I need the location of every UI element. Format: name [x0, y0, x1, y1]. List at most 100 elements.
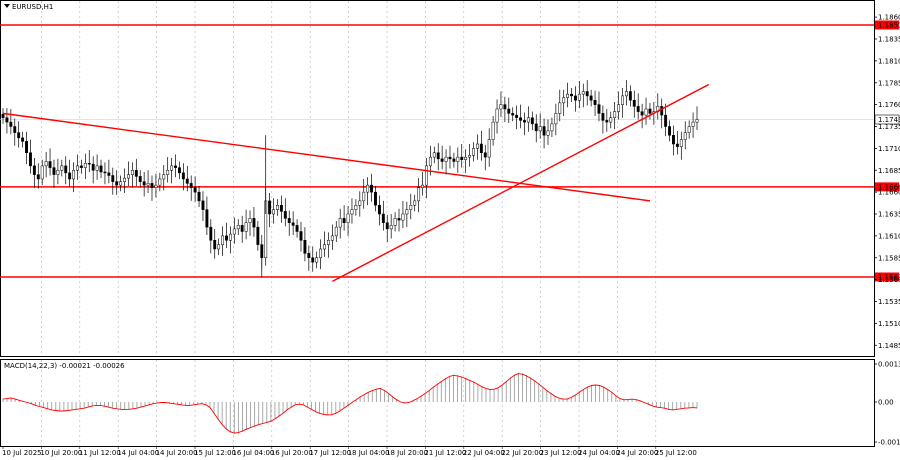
- candle-body: [252, 218, 256, 228]
- y-tick-label: 1.1685: [878, 167, 900, 175]
- candle-body: [448, 156, 452, 160]
- candle-body: [60, 165, 64, 171]
- candle-body: [83, 163, 87, 168]
- y-tick-label: 1.1860: [878, 14, 900, 22]
- trendline-ascending: [332, 83, 710, 282]
- candle-body: [338, 218, 342, 228]
- candle-body: [142, 181, 146, 186]
- candle-body: [495, 108, 499, 123]
- candle-body: [134, 170, 138, 177]
- candle-body: [613, 111, 617, 118]
- candle-body: [177, 167, 181, 174]
- candle-body: [272, 209, 275, 215]
- candle-body: [256, 226, 260, 245]
- candle-body: [127, 174, 130, 179]
- candle-body: [428, 156, 432, 167]
- candle-body: [103, 171, 107, 174]
- candle-body: [377, 205, 381, 215]
- candle-body: [675, 143, 679, 147]
- candle-body: [303, 240, 307, 254]
- candle-body: [17, 132, 21, 139]
- candle-body: [201, 200, 205, 210]
- candle-body: [138, 176, 142, 182]
- candle-body: [162, 174, 166, 180]
- candle-body: [28, 152, 32, 167]
- candle-body: [366, 184, 370, 193]
- candle-body: [574, 95, 577, 101]
- candle-body: [401, 213, 405, 221]
- candle-body: [209, 226, 213, 241]
- level-price-box: [875, 20, 899, 30]
- candle-body: [526, 117, 530, 123]
- macd-tick-label: -0.00137: [878, 439, 900, 447]
- candle-body: [558, 102, 562, 114]
- candle-body: [44, 161, 48, 167]
- candle-body: [56, 170, 60, 175]
- candle-body: [346, 213, 350, 223]
- x-tick-label: 25 Jul 12:00: [655, 449, 697, 457]
- candle-body: [283, 211, 287, 219]
- y-tick-label: 1.1485: [878, 342, 900, 350]
- candle-body: [130, 170, 134, 175]
- candle-body: [311, 257, 315, 263]
- candle-body: [664, 114, 668, 127]
- x-tick-label: 16 Jul 20:00: [271, 449, 313, 457]
- candle-body: [589, 95, 593, 101]
- candle-body: [609, 117, 613, 123]
- macd-axis: 0.0013 0.00 -0.00137: [874, 361, 900, 447]
- candle-body: [315, 257, 319, 263]
- price-axis: 1.18601.18351.18101.17851.17601.17351.17…: [874, 14, 900, 350]
- candle-body: [585, 91, 589, 97]
- x-tick-label: 11 Jul 12:00: [79, 449, 121, 457]
- candle-body: [550, 123, 554, 132]
- candle-body: [295, 225, 299, 232]
- candle-body: [276, 205, 279, 210]
- y-tick-label: 1.1810: [878, 57, 900, 65]
- candle-body: [475, 143, 479, 149]
- y-tick-label: 1.1635: [878, 211, 900, 219]
- candle-body: [150, 183, 154, 188]
- level-price-label: 1.1666: [878, 183, 900, 191]
- candle-body: [374, 191, 377, 206]
- candle-body: [68, 172, 72, 180]
- candle-body: [79, 165, 83, 168]
- candle-body: [417, 187, 421, 202]
- candle-body: [421, 184, 424, 188]
- candle-body: [381, 213, 385, 223]
- x-tick-label: 10 Jul 2025: [2, 449, 42, 457]
- symbol-menu-triangle-icon[interactable]: [4, 4, 10, 8]
- candle-body: [342, 218, 346, 223]
- symbol-title: EURUSD,H1: [12, 3, 53, 11]
- x-tick-label: 22 Jul 04:00: [463, 449, 505, 457]
- candle-body: [213, 240, 217, 250]
- x-tick-label: 10 Jul 20:00: [40, 449, 82, 457]
- candle-body: [72, 170, 76, 180]
- candle-body: [621, 95, 624, 105]
- candle-body: [334, 226, 338, 237]
- candle-body: [197, 191, 201, 202]
- candle-body: [221, 235, 225, 245]
- candle-body: [193, 187, 197, 193]
- candle-body: [13, 126, 17, 133]
- candle-body: [405, 209, 409, 215]
- macd-tick-label: 0.0013: [878, 361, 900, 369]
- candle-body: [48, 161, 52, 168]
- x-tick-label: 18 Jul 20:00: [386, 449, 428, 457]
- level-price-label: 1.1563: [878, 274, 900, 282]
- candle-body: [472, 148, 475, 156]
- candle-body: [170, 165, 174, 171]
- current-price-label: 1.1743: [878, 116, 900, 124]
- candle-body: [279, 205, 283, 212]
- candle-body: [460, 156, 464, 160]
- candle-body: [577, 93, 581, 101]
- x-tick-label: 23 Jul 12:00: [540, 449, 582, 457]
- candle-body: [491, 121, 495, 140]
- candle-body: [25, 141, 28, 153]
- x-tick-label: 22 Jul 20:00: [501, 449, 543, 457]
- candle-body: [205, 209, 209, 228]
- candle-body: [36, 174, 40, 180]
- candle-body: [240, 225, 244, 232]
